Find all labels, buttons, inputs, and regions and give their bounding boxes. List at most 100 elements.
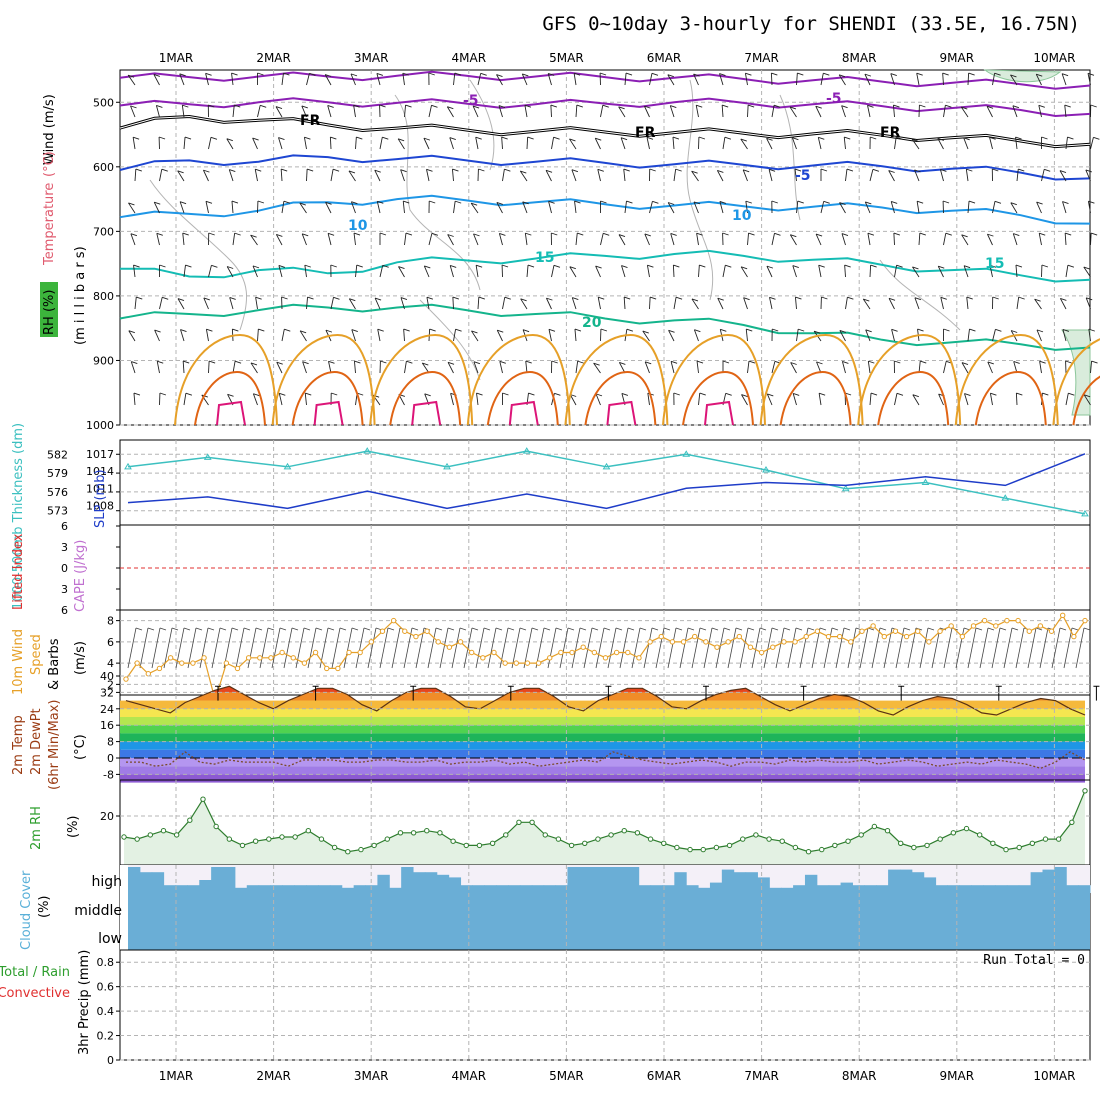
wind-barb xyxy=(864,201,871,214)
wind-barb-feather xyxy=(867,232,875,236)
wind10-barb-feather xyxy=(627,627,635,631)
wind10-barb xyxy=(1015,627,1025,669)
wind-barb-feather xyxy=(938,265,945,269)
cloud-high-bar xyxy=(626,867,640,893)
precip-grid xyxy=(120,950,1090,1061)
isotherm-teal xyxy=(119,249,1091,283)
wind10-barb-feather xyxy=(879,627,887,631)
wind-barb xyxy=(179,201,185,214)
wind-barb xyxy=(275,234,283,246)
wind-barb xyxy=(1083,394,1091,406)
wind-barb xyxy=(673,297,677,310)
wind-barb-feather xyxy=(177,298,185,302)
wind-barb xyxy=(943,233,947,246)
wind10-barb-feather xyxy=(567,627,575,631)
rh2m-point xyxy=(424,828,430,834)
wind10-barb xyxy=(979,627,989,669)
wind10-point xyxy=(736,633,743,640)
wind-barb xyxy=(1087,201,1091,214)
wind-barb-feather xyxy=(210,136,218,140)
wind-barb xyxy=(1061,73,1067,86)
wind-barb-feather xyxy=(863,298,870,302)
isotherm-label: 20 xyxy=(582,315,602,331)
wind-barb xyxy=(771,361,776,374)
isotherm-labels: -5 -5 FR FR FR -5 10 10 15 15 20 xyxy=(300,91,1004,331)
rh2m-point xyxy=(1069,819,1075,825)
wind10-point xyxy=(190,660,196,666)
wind10-point xyxy=(602,655,609,661)
wind-barb-feather xyxy=(868,360,875,364)
thickness-line-marker xyxy=(921,478,930,485)
wind10-panel: 2 4 6 8 10m Wind Speed & Barbs (m/s) xyxy=(11,609,1091,704)
wind-barb-feather xyxy=(847,296,854,300)
wind-barb-feather xyxy=(820,168,828,172)
wind10-frame xyxy=(119,609,1091,696)
wind-barb xyxy=(205,329,209,342)
wind-barb-feather xyxy=(279,392,286,396)
wind-barb xyxy=(472,105,479,118)
wind-barb xyxy=(450,393,454,406)
wind-barb xyxy=(134,297,137,310)
wind-barb-feather xyxy=(400,169,407,173)
tick-label: 6 xyxy=(61,604,68,617)
wind-barb xyxy=(257,328,259,342)
isotherm-label: -5 xyxy=(463,93,479,109)
rh2m-point xyxy=(1003,846,1009,853)
cloud-high-bar xyxy=(270,885,283,893)
cloud-high-bar xyxy=(935,885,948,893)
wind10-barb-feather xyxy=(579,627,587,631)
wind-barb-feather xyxy=(920,360,927,364)
wind10-barb-feather xyxy=(759,627,767,631)
wind10-barb xyxy=(139,627,149,669)
wind-barb-feather xyxy=(577,232,584,236)
wind-barb-feather xyxy=(839,202,846,206)
wind-barb-feather xyxy=(767,393,774,397)
cloud-high-bar xyxy=(341,887,355,893)
cloud-high-bar xyxy=(472,885,485,893)
wind-barb-feather xyxy=(597,168,604,172)
wind-barb-feather xyxy=(964,393,971,396)
wind10-barb xyxy=(355,627,365,669)
wind-barb-feather xyxy=(376,72,384,76)
wind-barb-feather xyxy=(603,232,610,236)
wind10-barb xyxy=(775,627,785,669)
wind10-barb-feather xyxy=(315,627,323,631)
wind-barb xyxy=(841,361,846,374)
wind-barb-feather xyxy=(748,232,755,236)
wind-barb xyxy=(693,201,699,214)
wind-barb-feather xyxy=(252,137,259,141)
rh2m-point xyxy=(200,796,206,802)
wind-barb xyxy=(771,105,775,118)
wind10-barb-feather xyxy=(639,627,647,631)
wind10-point xyxy=(870,623,876,629)
wind-barb-feather xyxy=(618,234,626,238)
wind-barb xyxy=(820,73,824,86)
wind-barb xyxy=(574,201,577,214)
wind10-barb xyxy=(163,627,173,669)
wind10-label-1: 10m Wind xyxy=(11,629,26,695)
rh2m-point xyxy=(516,819,522,825)
wind-barb-feather xyxy=(670,233,677,236)
wind10-point xyxy=(937,628,943,634)
wind10-point xyxy=(290,655,296,661)
wind-barb xyxy=(252,137,258,150)
wind-barb xyxy=(597,169,601,182)
rh2m-point xyxy=(450,838,456,844)
wind-barb xyxy=(747,361,750,374)
rh2m-point xyxy=(134,836,140,842)
wind-barb-feather xyxy=(624,296,631,300)
wind-barb xyxy=(306,297,308,310)
wind-barb-feather xyxy=(428,72,435,76)
wind10-label-3: & Barbs xyxy=(47,638,62,690)
wind-barb xyxy=(838,74,846,86)
wind-barb xyxy=(153,202,160,214)
wind-barb-feather xyxy=(1062,201,1069,204)
wind10-point xyxy=(279,649,285,656)
wind-barb xyxy=(1064,232,1067,246)
tick-label: 6 xyxy=(107,636,114,649)
wind-barb-feather xyxy=(844,264,851,268)
wind-barb-feather xyxy=(1088,328,1095,332)
wind10-point xyxy=(312,649,319,656)
wind-barb xyxy=(502,169,505,182)
wind-barb xyxy=(299,330,307,342)
